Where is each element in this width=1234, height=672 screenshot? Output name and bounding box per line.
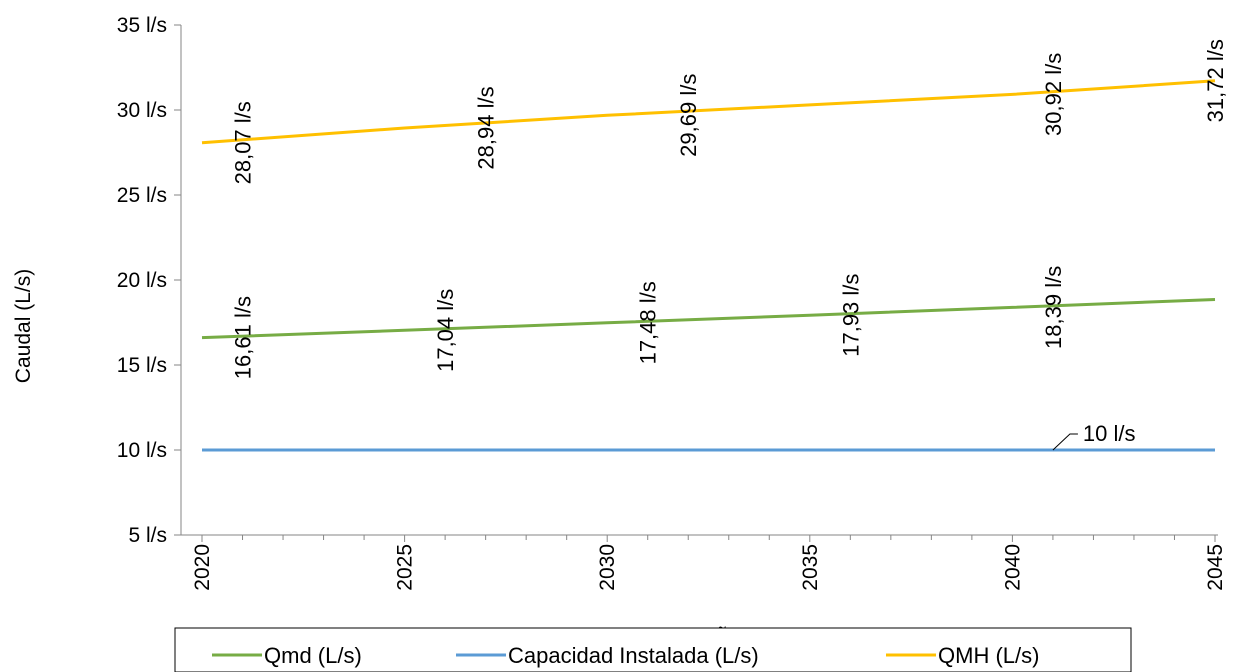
data-label-leader xyxy=(1052,433,1078,451)
x-tick-label: 2020 xyxy=(191,544,214,591)
legend: Qmd (L/s) Capacidad Instalada (L/s) QMH (L… xyxy=(174,627,1132,672)
data-label: 29,69 l/s xyxy=(676,74,701,157)
data-label: 28,07 l/s xyxy=(231,101,256,184)
legend-label: Qmd (L/s) xyxy=(264,643,362,668)
legend-label: Capacidad Instalada (L/s) xyxy=(508,643,759,668)
y-tick-label: 25 l/s xyxy=(117,184,167,207)
y-axis-ticks: 5 l/s 10 l/s 15 l/s 20 l/s 25 l/s 30 l/s 35 l/… xyxy=(117,14,181,547)
y-tick-label: 5 l/s xyxy=(128,524,167,547)
data-label: 17,04 l/s xyxy=(433,289,458,372)
x-tick-label: 2025 xyxy=(394,544,417,591)
y-tick-label: 30 l/s xyxy=(117,99,167,122)
y-axis-title: Caudal (L/s) xyxy=(12,269,35,383)
data-label: 30,92 l/s xyxy=(1041,53,1066,136)
x-tick-label: 2040 xyxy=(1001,544,1024,591)
plot-area: 5 l/s 10 l/s 15 l/s 20 l/s 25 l/s 30 l/s 35 l/… xyxy=(117,14,1228,591)
x-axis-ticks: 2020 2025 2030 2035 2040 2045 xyxy=(191,535,1227,591)
data-label: 17,93 l/s xyxy=(838,274,863,357)
y-tick-label: 15 l/s xyxy=(117,354,167,377)
y-tick-label: 35 l/s xyxy=(117,14,167,37)
data-label: 18,39 l/s xyxy=(1041,266,1066,349)
y-tick-label: 20 l/s xyxy=(117,269,167,292)
x-tick-label: 2045 xyxy=(1204,544,1227,591)
data-label: 31,72 l/s xyxy=(1203,39,1228,122)
data-label: 17,48 l/s xyxy=(636,281,661,364)
y-tick-label: 10 l/s xyxy=(117,439,167,462)
x-tick-label: 2035 xyxy=(799,544,822,591)
data-label: 16,61 l/s xyxy=(231,296,256,379)
data-label: 28,94 l/s xyxy=(474,86,499,169)
data-labels: 16,61 l/s 17,04 l/s 17,48 l/s 17,93 l/s 18,3… xyxy=(231,39,1228,451)
series-line xyxy=(201,79,1216,145)
series-lines xyxy=(201,79,1216,452)
series-line xyxy=(201,298,1216,340)
legend-label: QMH (L/s) xyxy=(938,643,1039,668)
x-tick-label: 2030 xyxy=(596,544,619,591)
data-label: 10 l/s xyxy=(1083,421,1136,446)
legend-box xyxy=(174,627,1132,672)
